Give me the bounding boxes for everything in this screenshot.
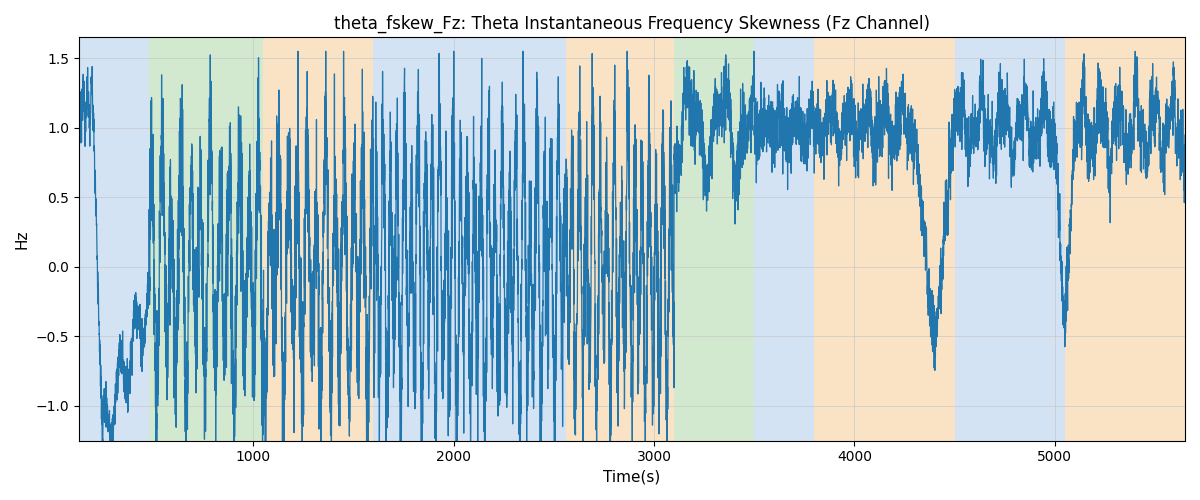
- Bar: [754, 38, 815, 440]
- Bar: [815, 38, 954, 440]
- Bar: [263, 38, 373, 440]
- Bar: [474, 38, 566, 440]
- Bar: [954, 38, 1064, 440]
- Bar: [373, 38, 474, 440]
- Bar: [1064, 38, 1186, 440]
- X-axis label: Time(s): Time(s): [604, 470, 660, 485]
- Bar: [149, 38, 263, 440]
- Bar: [79, 38, 149, 440]
- Bar: [566, 38, 674, 440]
- Title: theta_fskew_Fz: Theta Instantaneous Frequency Skewness (Fz Channel): theta_fskew_Fz: Theta Instantaneous Freq…: [334, 15, 930, 34]
- Y-axis label: Hz: Hz: [14, 230, 30, 249]
- Bar: [674, 38, 754, 440]
